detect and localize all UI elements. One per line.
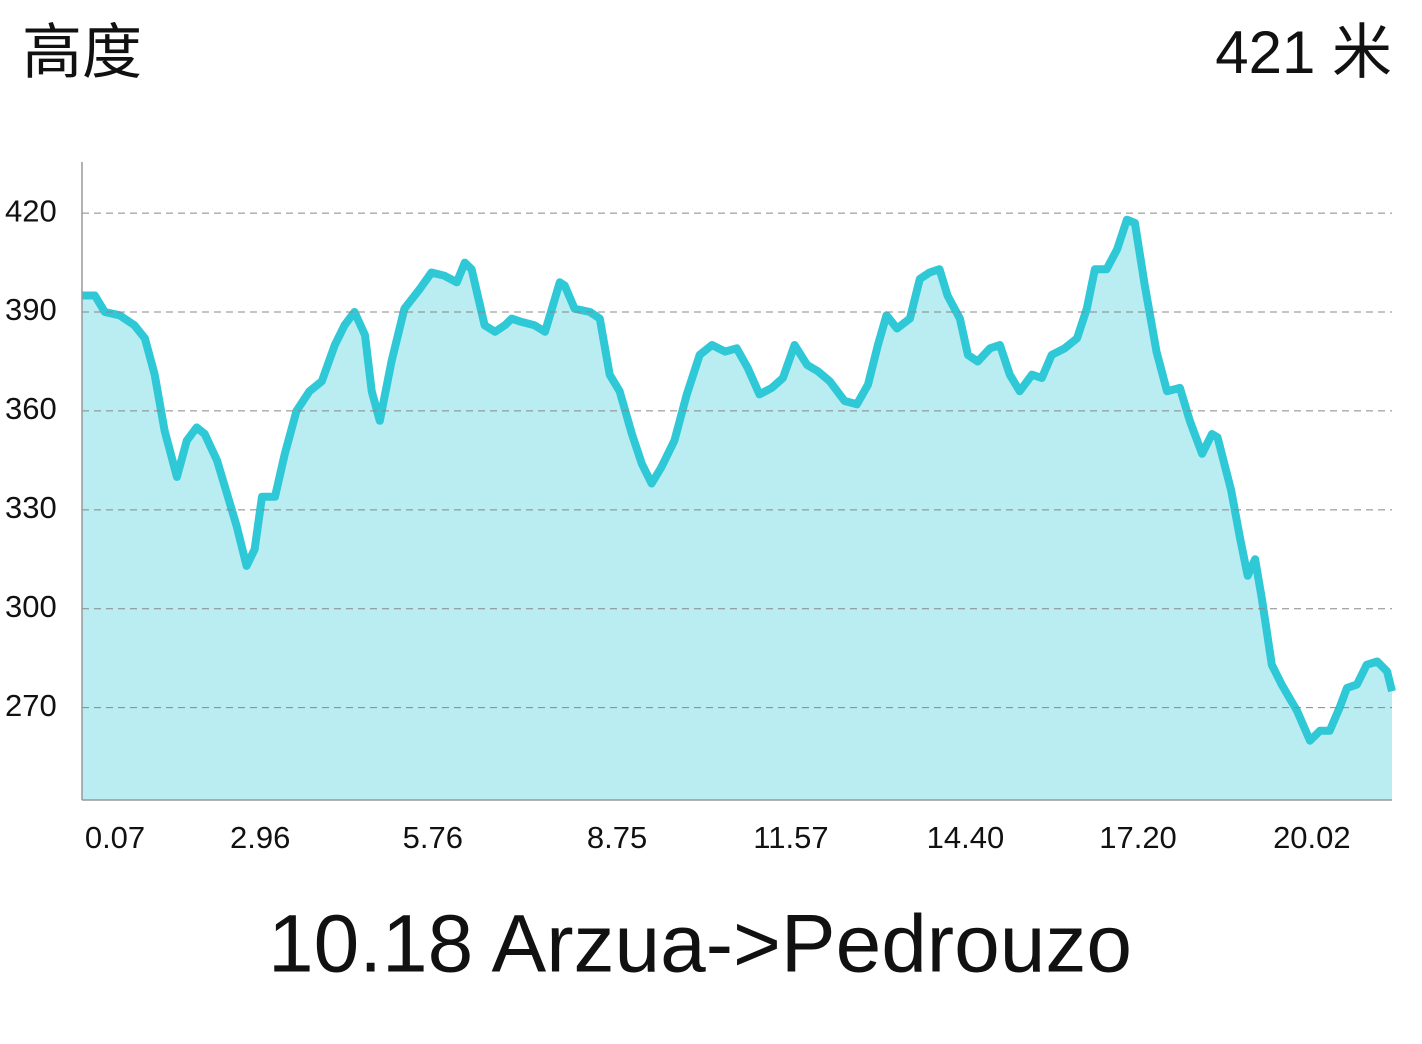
x-tick-label: 2.96 (230, 820, 290, 855)
y-tick-label: 360 (5, 391, 57, 426)
y-tick-label: 270 (5, 688, 57, 723)
x-tick-label: 20.02 (1273, 820, 1351, 855)
x-tick-label: 5.76 (403, 820, 463, 855)
y-tick-label: 330 (5, 490, 57, 525)
current-value: 421 米 (1215, 19, 1392, 86)
elevation-line (82, 215, 1396, 745)
header-label: 高度 (22, 19, 142, 86)
x-tick-label: 8.75 (587, 820, 647, 855)
chart-title: 10.18 Arzua->Pedrouzo (268, 899, 1132, 990)
y-tick-label: 300 (5, 589, 57, 624)
y-tick-label: 420 (5, 193, 57, 228)
x-tick-label: 14.40 (927, 820, 1005, 855)
x-tick-label: 0.07 (85, 820, 145, 855)
x-tick-label: 11.57 (753, 820, 828, 855)
y-tick-label: 390 (5, 292, 57, 327)
x-tick-label: 17.20 (1099, 820, 1177, 855)
